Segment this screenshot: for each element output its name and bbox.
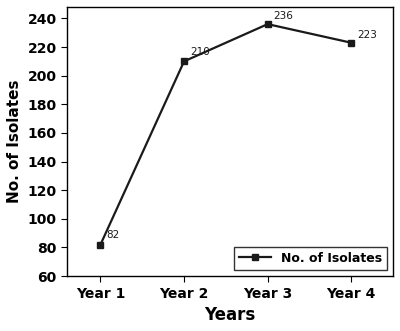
No. of Isolates <box>349 41 354 45</box>
Line: No. of Isolates: No. of Isolates <box>97 21 355 248</box>
No. of Isolates <box>98 243 103 247</box>
Y-axis label: No. of Isolates: No. of Isolates <box>7 80 22 203</box>
No. of Isolates <box>265 22 270 26</box>
Legend: No. of Isolates: No. of Isolates <box>234 247 387 270</box>
Text: 236: 236 <box>274 11 293 21</box>
Text: 223: 223 <box>357 30 377 40</box>
Text: 210: 210 <box>190 47 210 57</box>
Text: 82: 82 <box>106 230 120 240</box>
No. of Isolates <box>182 59 186 63</box>
X-axis label: Years: Years <box>204 306 256 324</box>
